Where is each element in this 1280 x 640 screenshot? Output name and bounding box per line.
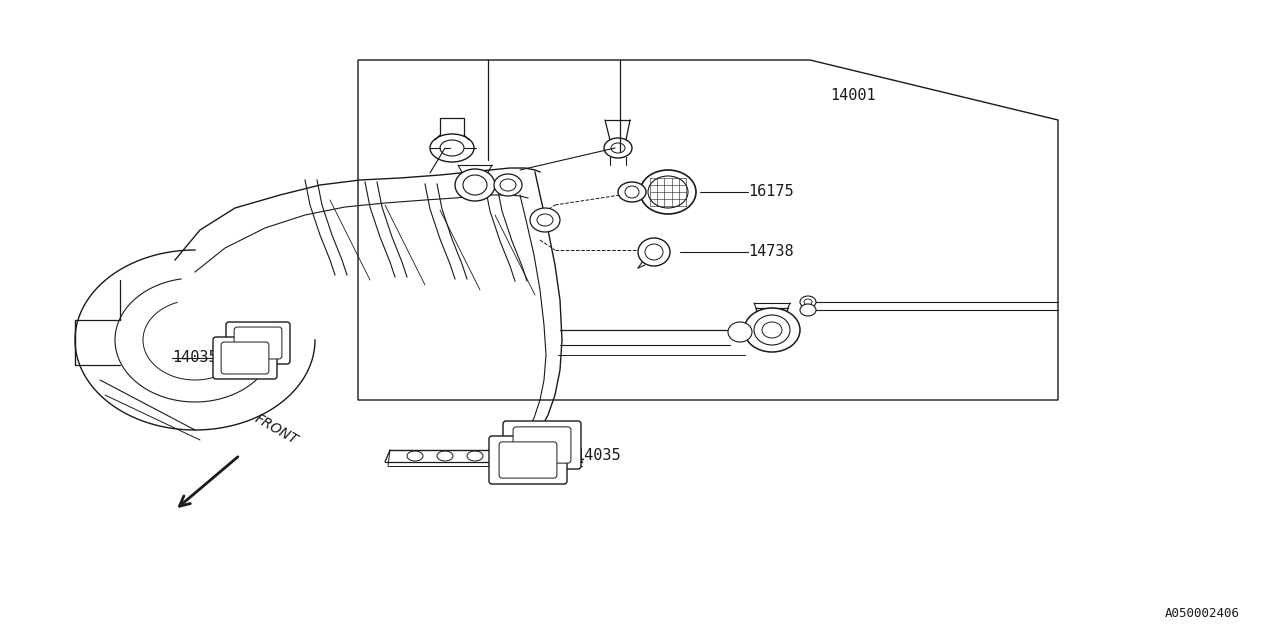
Text: 14738: 14738 — [748, 244, 794, 259]
Ellipse shape — [800, 296, 817, 308]
Polygon shape — [358, 60, 1059, 400]
Text: 14035: 14035 — [172, 351, 218, 365]
Ellipse shape — [637, 238, 669, 266]
FancyBboxPatch shape — [503, 421, 581, 469]
FancyBboxPatch shape — [234, 327, 282, 359]
FancyBboxPatch shape — [513, 427, 571, 463]
FancyBboxPatch shape — [227, 322, 291, 364]
Ellipse shape — [530, 208, 561, 232]
Text: 14035: 14035 — [575, 447, 621, 463]
Ellipse shape — [454, 169, 495, 201]
Ellipse shape — [800, 304, 817, 316]
FancyBboxPatch shape — [212, 337, 276, 379]
FancyBboxPatch shape — [499, 442, 557, 478]
FancyBboxPatch shape — [489, 436, 567, 484]
FancyBboxPatch shape — [221, 342, 269, 374]
Ellipse shape — [494, 174, 522, 196]
Text: 14001: 14001 — [829, 88, 876, 102]
Ellipse shape — [728, 322, 753, 342]
Text: 16175: 16175 — [748, 184, 794, 200]
Text: FRONT: FRONT — [252, 411, 300, 447]
Ellipse shape — [618, 182, 646, 202]
Text: A050002406: A050002406 — [1165, 607, 1240, 620]
Ellipse shape — [744, 308, 800, 352]
